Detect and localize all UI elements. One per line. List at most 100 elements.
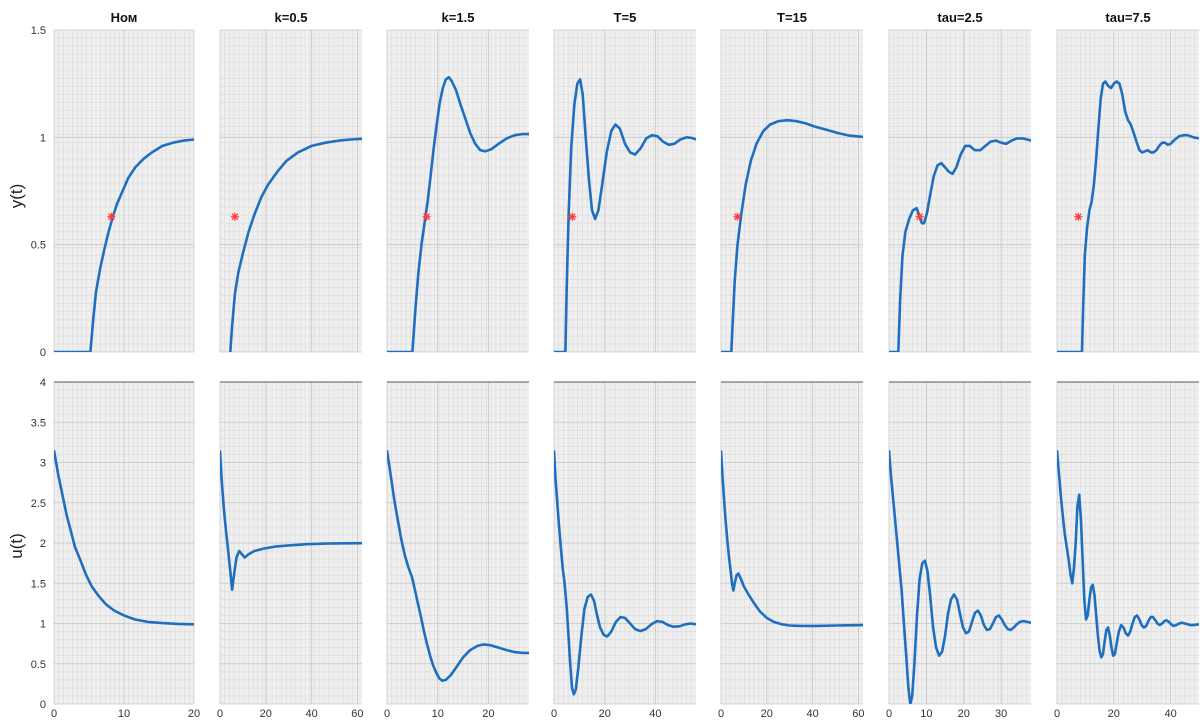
major-grid <box>720 29 863 353</box>
xtick-label: 0 <box>718 708 724 720</box>
marker-star <box>107 212 116 221</box>
minor-grid <box>220 382 362 704</box>
xtick-label: 0 <box>1054 708 1060 720</box>
subplot-title: tau=7.5 <box>1105 10 1150 25</box>
subplot-y-5 <box>720 29 863 353</box>
ytick-label: 1 <box>40 619 46 631</box>
subplot-u-6: 0 10 20 30 <box>886 381 1031 720</box>
xtick-label: 0 <box>217 708 223 720</box>
series-line-u <box>1057 450 1199 659</box>
ytick-label: 2.5 <box>31 498 46 510</box>
series-line-y <box>721 118 863 352</box>
ytick-label: 2 <box>40 538 46 550</box>
subplot-y-2 <box>219 29 362 353</box>
subplot-u-1: 0 0.5 1 1.5 2 2.5 3 3.5 4 0 10 20 <box>31 377 200 720</box>
ytick-label: 0.5 <box>31 240 46 252</box>
xtick-label: 20 <box>482 708 494 720</box>
marker-stroke <box>107 213 115 221</box>
marker-star <box>1074 212 1083 221</box>
xtick-label: 20 <box>1108 708 1120 720</box>
minor-grid <box>889 30 1031 352</box>
xtick-label: 20 <box>599 708 611 720</box>
ytick-label: 0.5 <box>31 659 46 671</box>
marker-stroke <box>916 213 924 221</box>
minor-grid <box>1057 30 1199 352</box>
minor-grid <box>554 30 696 352</box>
ytick-label: 0 <box>40 347 46 359</box>
marker-star <box>915 212 924 221</box>
subplot-u-3: 0 10 20 <box>384 381 529 720</box>
subplot-u-4: 0 20 40 <box>551 381 696 720</box>
xtick-label: 0 <box>551 708 557 720</box>
xtick-label: 20 <box>761 708 773 720</box>
ylabel-bottom: u(t) <box>7 533 26 559</box>
major-grid <box>888 29 1031 353</box>
subplot-y-6 <box>888 29 1031 353</box>
xtick-label: 0 <box>384 708 390 720</box>
subplot-u-7: 0 20 40 <box>1054 381 1199 720</box>
series-line-y <box>387 75 529 352</box>
xtick-label: 40 <box>806 708 818 720</box>
marker-star <box>568 212 577 221</box>
xtick-label: 0 <box>886 708 892 720</box>
marker-stroke <box>1074 213 1082 221</box>
xtick-label: 40 <box>305 708 317 720</box>
xtick-label: 20 <box>188 708 200 720</box>
marker-star <box>422 212 431 221</box>
marker-stroke <box>231 213 239 221</box>
marker-stroke <box>734 213 741 221</box>
subplot-y-4 <box>553 29 696 353</box>
xtick-label: 30 <box>995 708 1007 720</box>
xtick-label: 10 <box>118 708 130 720</box>
subplot-title: k=1.5 <box>442 10 475 25</box>
ytick-label: 0 <box>40 699 46 711</box>
series-line-y <box>54 138 194 352</box>
xtick-label: 40 <box>649 708 661 720</box>
ytick-label: 1 <box>40 132 46 144</box>
series-line-u <box>721 450 863 628</box>
major-grid <box>720 381 863 705</box>
subplot-title: T=15 <box>777 10 807 25</box>
ytick-label: 3 <box>40 458 46 470</box>
series-line-u <box>387 450 529 683</box>
subplot-title: k=0.5 <box>275 10 308 25</box>
xtick-label: 60 <box>852 708 864 720</box>
subplot-title: T=5 <box>614 10 637 25</box>
xtick-label: 0 <box>51 708 57 720</box>
series-line-u <box>220 450 362 592</box>
series-line-u <box>54 450 194 626</box>
xtick-label: 10 <box>432 708 444 720</box>
series-line-u <box>889 450 1031 704</box>
minor-grid <box>220 30 362 352</box>
minor-grid <box>721 30 863 352</box>
subplot-y-7 <box>1056 29 1199 353</box>
series-line-y <box>229 137 362 352</box>
subplot-u-5: 0 20 40 60 <box>718 381 865 720</box>
minor-grid <box>387 30 529 352</box>
xtick-label: 60 <box>351 708 363 720</box>
ytick-label: 3.5 <box>31 417 46 429</box>
ytick-label: 4 <box>40 377 46 389</box>
xtick-label: 20 <box>958 708 970 720</box>
marker-star <box>733 212 742 221</box>
ylabel-top: y(t) <box>7 184 26 209</box>
marker-star <box>230 212 239 221</box>
minor-grid <box>54 30 194 352</box>
subplot-title: Ном <box>111 10 138 25</box>
ytick-label: 1.5 <box>31 578 46 590</box>
subplot-y-3 <box>386 29 529 353</box>
xtick-label: 40 <box>1164 708 1176 720</box>
major-grid <box>553 29 696 353</box>
ytick-label: 1.5 <box>31 25 46 37</box>
subplot-u-2: 0 20 40 60 <box>217 381 364 720</box>
major-grid <box>386 381 529 705</box>
xtick-label: 10 <box>920 708 932 720</box>
series-line-y <box>889 137 1031 352</box>
series-line-u <box>554 450 696 696</box>
marker-stroke <box>568 213 576 221</box>
series-line-y <box>554 78 696 352</box>
xtick-label: 20 <box>260 708 272 720</box>
major-grid <box>553 381 696 705</box>
